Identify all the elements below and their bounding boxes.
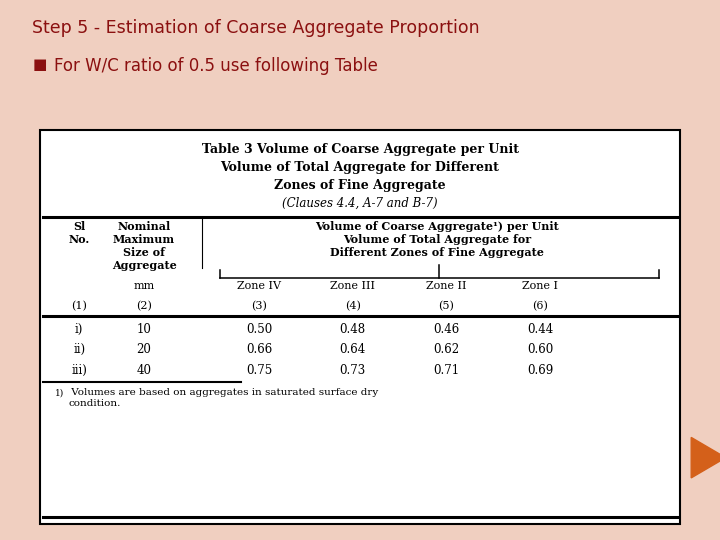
Text: 40: 40 <box>137 364 151 377</box>
Text: Nominal
Maximum
Size of
Aggregate: Nominal Maximum Size of Aggregate <box>112 221 176 271</box>
Text: iii): iii) <box>71 364 87 377</box>
Polygon shape <box>691 437 720 478</box>
FancyBboxPatch shape <box>40 130 680 524</box>
Text: 0.69: 0.69 <box>527 364 553 377</box>
Text: ■: ■ <box>32 57 47 72</box>
Text: (6): (6) <box>532 301 548 312</box>
Text: (2): (2) <box>136 301 152 312</box>
Text: (5): (5) <box>438 301 454 312</box>
Text: For W/C ratio of 0.5 use following Table: For W/C ratio of 0.5 use following Table <box>54 57 378 75</box>
Text: Zone III: Zone III <box>330 281 375 291</box>
Text: 0.44: 0.44 <box>527 323 553 336</box>
Text: 20: 20 <box>137 343 151 356</box>
Text: 0.46: 0.46 <box>433 323 459 336</box>
Text: Volume of Coarse Aggregate¹) per Unit
Volume of Total Aggregate for
Different Zo: Volume of Coarse Aggregate¹) per Unit Vo… <box>315 221 559 258</box>
Text: 0.64: 0.64 <box>340 343 366 356</box>
Text: 0.66: 0.66 <box>246 343 272 356</box>
Text: Step 5 - Estimation of Coarse Aggregate Proportion: Step 5 - Estimation of Coarse Aggregate … <box>32 19 480 37</box>
Text: Table 3 Volume of Coarse Aggregate per Unit: Table 3 Volume of Coarse Aggregate per U… <box>202 143 518 156</box>
Text: Zone IV: Zone IV <box>237 281 282 291</box>
Text: 0.73: 0.73 <box>340 364 366 377</box>
Text: 10: 10 <box>137 323 151 336</box>
Text: (4): (4) <box>345 301 361 312</box>
Text: 0.60: 0.60 <box>527 343 553 356</box>
Text: ii): ii) <box>73 343 85 356</box>
Text: 0.50: 0.50 <box>246 323 272 336</box>
Text: i): i) <box>75 323 84 336</box>
Text: (1): (1) <box>71 301 87 312</box>
Text: Zone II: Zone II <box>426 281 467 291</box>
Text: 0.75: 0.75 <box>246 364 272 377</box>
Text: 1): 1) <box>55 388 65 397</box>
Text: 0.71: 0.71 <box>433 364 459 377</box>
Text: (3): (3) <box>251 301 267 312</box>
Text: Zones of Fine Aggregate: Zones of Fine Aggregate <box>274 179 446 192</box>
Text: Volume of Total Aggregate for Different: Volume of Total Aggregate for Different <box>220 161 500 174</box>
Text: Volumes are based on aggregates in saturated surface dry
condition.: Volumes are based on aggregates in satur… <box>68 388 379 408</box>
Text: (Clauses 4.4, A-7 and B-7): (Clauses 4.4, A-7 and B-7) <box>282 197 438 210</box>
Text: 0.62: 0.62 <box>433 343 459 356</box>
Text: Sl
No.: Sl No. <box>68 221 90 245</box>
Text: mm: mm <box>133 281 155 291</box>
Text: Zone I: Zone I <box>522 281 558 291</box>
Text: 0.48: 0.48 <box>340 323 366 336</box>
